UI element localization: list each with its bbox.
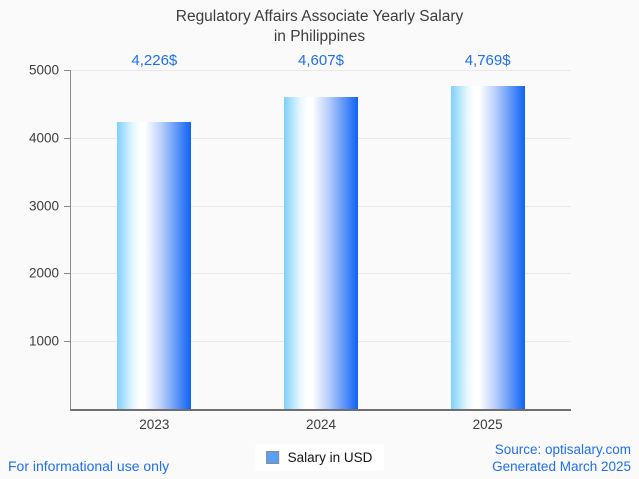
y-axis-tick: [64, 137, 70, 139]
source-attribution: Source: optisalary.com Generated March 2…: [492, 442, 631, 475]
y-axis-tick: [64, 205, 70, 207]
y-axis-tick: [64, 341, 70, 343]
generated-text: Generated March 2025: [492, 458, 631, 474]
source-text: Source: optisalary.com: [494, 442, 631, 458]
disclaimer-text: For informational use only: [8, 458, 170, 474]
legend-marker-icon: [265, 451, 279, 464]
chart-title-line1: Regulatory Affairs Associate Yearly Sala…: [175, 8, 464, 25]
legend-item-salary[interactable]: Salary in USD: [254, 444, 385, 471]
x-axis-label-2023: 2023: [139, 417, 170, 432]
gridline: [71, 70, 571, 71]
bar-value-label: 4,769$: [464, 52, 511, 69]
x-axis-label-2024: 2024: [305, 417, 337, 432]
bar-2024: [284, 96, 358, 409]
bar-2025: [450, 85, 525, 409]
legend-label: Salary in USD: [287, 450, 373, 465]
y-axis-label: 3000: [28, 198, 59, 214]
bar-value-label: 4,226$: [131, 52, 178, 69]
y-axis-label: 2000: [28, 265, 59, 281]
chart-title-line2: in Philippines: [273, 28, 366, 46]
bar-2023: [117, 122, 192, 409]
y-axis-label: 4000: [28, 130, 59, 146]
chart-title: Regulatory Affairs Associate Yearly Sala…: [0, 7, 639, 47]
y-axis-label: 5000: [28, 62, 59, 78]
y-axis-tick: [64, 273, 70, 275]
bar-value-label: 4,607$: [298, 52, 344, 69]
y-axis-label: 1000: [28, 333, 59, 349]
plot-area: 1000 2000 3000 4000 5000 4,226$ 2023 4,607$ 2024…: [29, 52, 571, 432]
x-axis-label-2025: 2025: [472, 417, 503, 432]
y-axis-tick: [64, 70, 70, 71]
